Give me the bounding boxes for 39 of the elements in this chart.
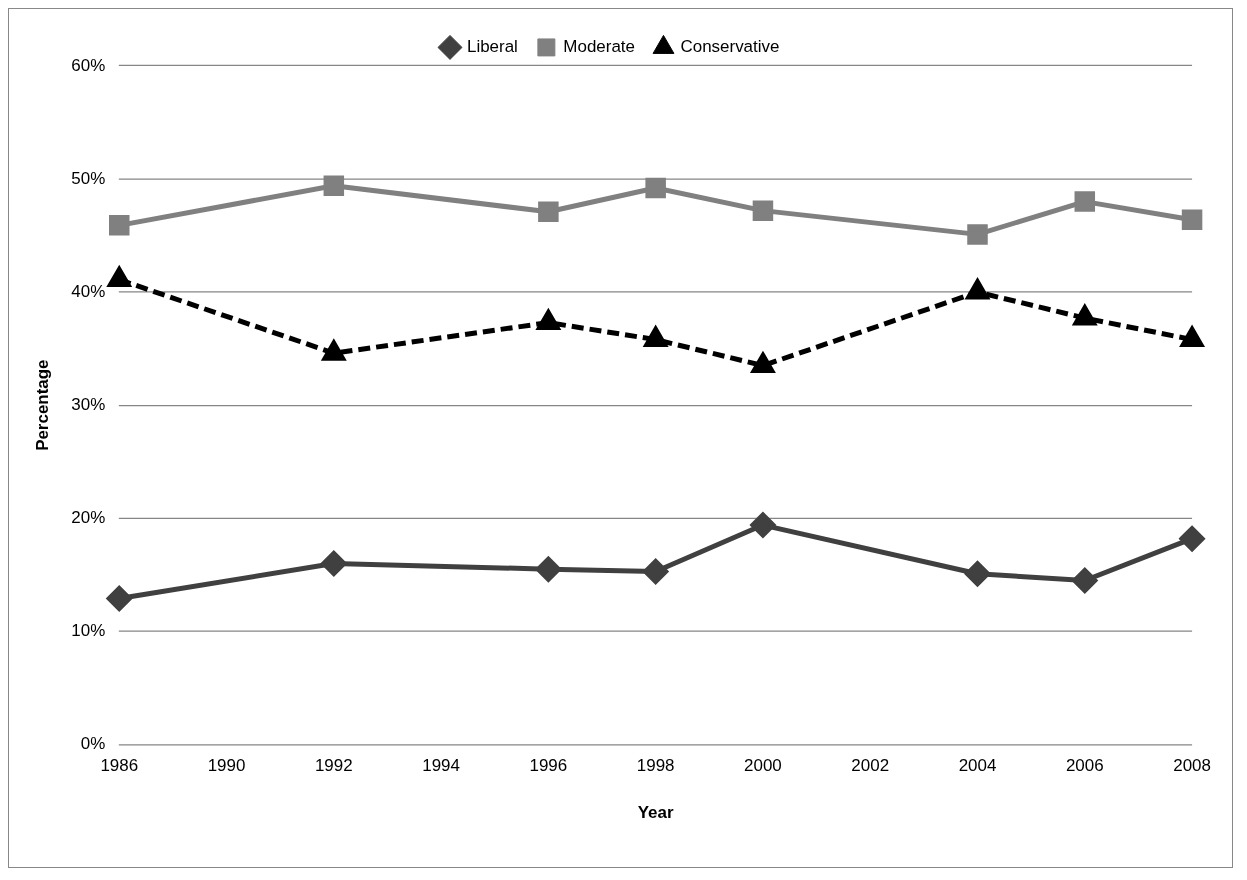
y-tick-label: 0% (80, 734, 106, 754)
y-tick-label: 50% (71, 168, 106, 188)
x-tick-label: 1996 (529, 756, 568, 776)
point (108, 215, 130, 236)
point (965, 561, 990, 587)
x-tick-label: 1994 (422, 756, 460, 776)
x-tick-label: 1998 (636, 756, 675, 776)
x-tick-label: 2006 (1065, 756, 1104, 776)
point (1181, 209, 1203, 230)
point (106, 586, 132, 612)
legend-label: Conservative (680, 37, 780, 57)
point (1074, 191, 1096, 212)
x-axis-title: Year (637, 802, 674, 822)
point (643, 558, 669, 584)
point (967, 224, 988, 245)
y-tick-label: 60% (71, 55, 106, 75)
y-tick-label: 30% (71, 394, 106, 414)
point (645, 177, 666, 199)
x-tick-label: 1986 (100, 756, 139, 776)
point (1072, 568, 1098, 593)
x-tick-label: 2008 (1173, 756, 1211, 776)
y-tick-label: 20% (71, 507, 106, 527)
y-tick-label: 40% (71, 281, 106, 301)
point (538, 201, 559, 223)
x-tick-label: 1992 (314, 756, 353, 776)
point (535, 556, 561, 582)
point (1179, 526, 1205, 552)
point (323, 175, 345, 197)
point (752, 200, 774, 221)
x-tick-label: 2002 (851, 756, 890, 776)
x-tick-label: 2000 (744, 756, 782, 776)
y-tick-label: 10% (71, 621, 106, 641)
legend-label: Moderate (563, 37, 635, 57)
y-axis-title: Percentage (32, 359, 52, 451)
point (321, 551, 347, 576)
point (750, 512, 776, 538)
legend-label: Liberal (466, 37, 518, 57)
x-tick-label: 1990 (207, 756, 246, 776)
x-tick-label: 2004 (958, 756, 997, 776)
